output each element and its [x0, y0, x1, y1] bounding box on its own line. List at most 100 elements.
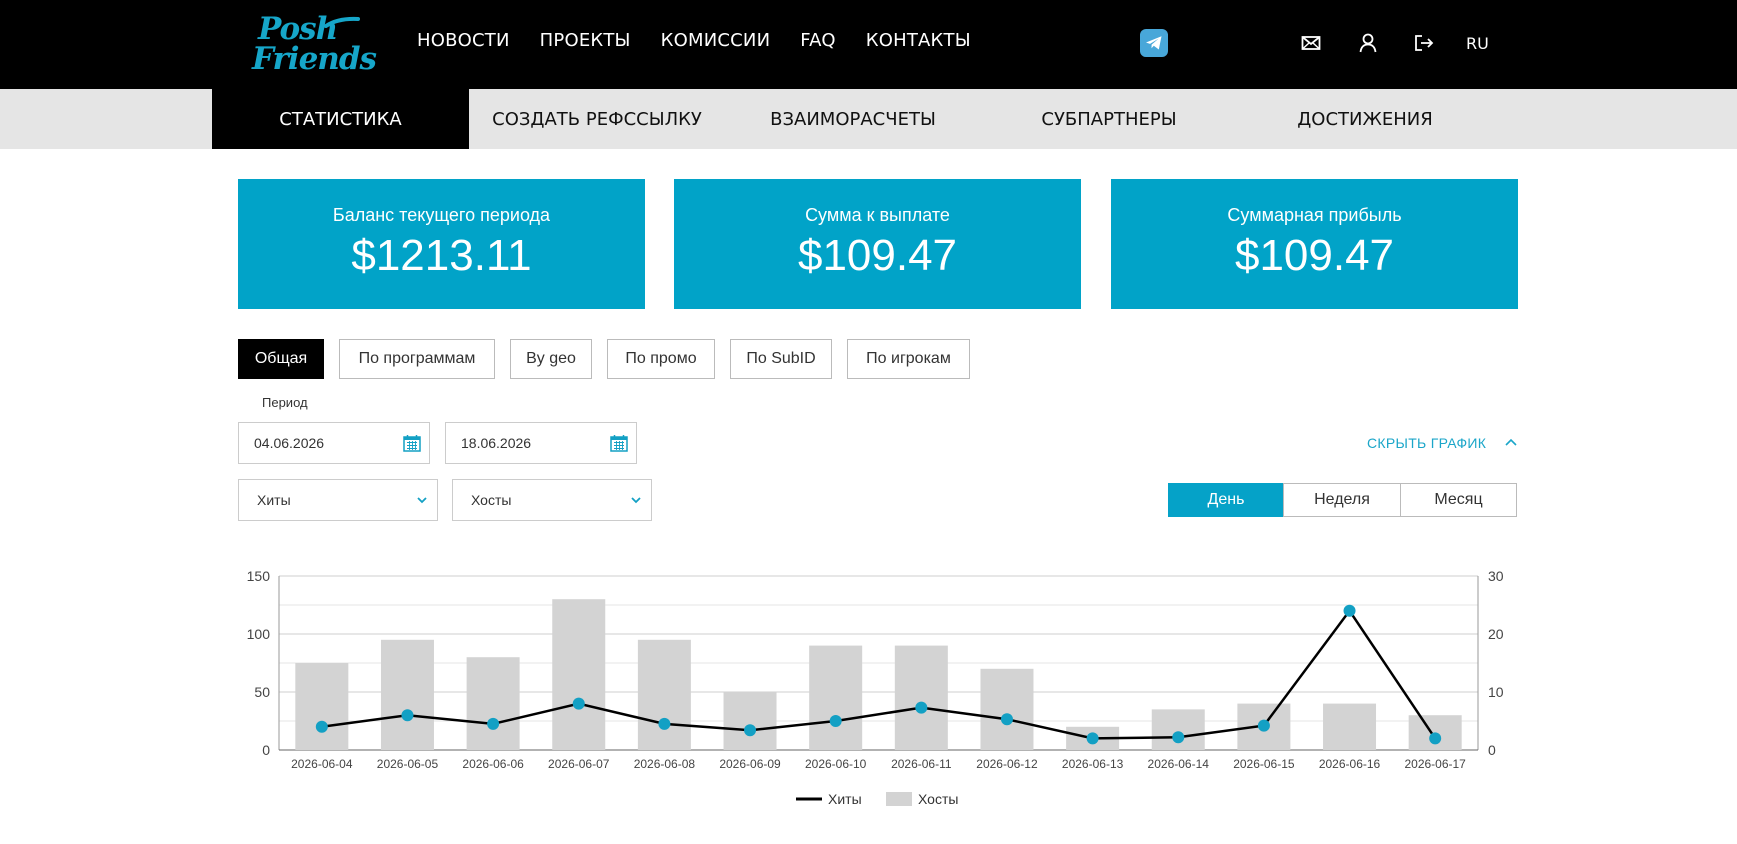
filter-tab-promo[interactable]: По промо — [607, 339, 715, 379]
chart-point — [1000, 713, 1013, 726]
y-left-tick-label: 0 — [262, 742, 270, 758]
granularity-day[interactable]: День — [1168, 483, 1284, 517]
legend-bar-swatch — [886, 792, 912, 806]
y-right-tick-label: 0 — [1488, 742, 1496, 758]
logout-icon[interactable] — [1413, 32, 1435, 54]
chart-bar — [894, 645, 948, 750]
chart-point — [829, 715, 842, 727]
y-right-tick-label: 20 — [1488, 626, 1504, 642]
x-tick-label: 2026-06-04 — [291, 757, 353, 771]
date-to-value: 18.06.2026 — [461, 435, 532, 451]
sub-nav: СТАТИСТИКА СОЗДАТЬ РЕФССЫЛКУ ВЗАИМОРАСЧЕ… — [0, 89, 1737, 149]
chart-bar — [380, 639, 434, 750]
card-value: $109.47 — [797, 231, 958, 280]
tab-create-reflink[interactable]: СОЗДАТЬ РЕФССЫЛКУ — [492, 108, 702, 130]
chevron-down-icon — [631, 497, 641, 504]
chart-point — [1429, 732, 1442, 745]
x-tick-label: 2026-06-14 — [1148, 757, 1210, 771]
nav-item-commissions[interactable]: КОМИССИИ — [660, 30, 771, 51]
chart-point — [401, 709, 414, 722]
calendar-icon[interactable] — [610, 434, 628, 452]
nav-item-contacts[interactable]: КОНТАКТЫ — [865, 30, 971, 51]
user-icon[interactable] — [1357, 32, 1379, 54]
tab-achievements[interactable]: ДОСТИЖЕНИЯ — [1297, 108, 1433, 130]
granularity-month[interactable]: Месяц — [1400, 483, 1517, 517]
chevron-down-icon — [417, 497, 427, 504]
tab-statistics[interactable]: СТАТИСТИКА — [212, 89, 469, 149]
date-to-field[interactable]: 18.06.2026 — [445, 422, 637, 464]
chart-bar — [1151, 709, 1205, 750]
y-right-tick-label: 30 — [1488, 568, 1504, 584]
y-left-tick-label: 50 — [254, 684, 270, 700]
tab-subpartners[interactable]: СУБПАРТНЕРЫ — [1041, 108, 1177, 130]
chart-point — [658, 717, 671, 730]
card-value: $1213.11 — [351, 231, 532, 280]
filter-tab-players[interactable]: По игрокам — [847, 339, 970, 379]
metric-select-right-value: Хосты — [471, 492, 512, 508]
y-right-tick-label: 10 — [1488, 684, 1504, 700]
x-tick-label: 2026-06-11 — [891, 757, 952, 771]
card-payout-amount: Сумма к выплате $109.47 — [674, 179, 1081, 309]
filter-tab-programs[interactable]: По программам — [339, 339, 495, 379]
stats-chart: 0 50 100 150 0 10 20 30 2026-06-04 2026-06-05 2026… — [247, 568, 1504, 807]
x-tick-label: 2026-06-10 — [805, 757, 867, 771]
chart-bar — [723, 692, 777, 750]
x-tick-label: 2026-06-16 — [1319, 757, 1381, 771]
x-tick-label: 2026-06-09 — [719, 757, 781, 771]
mail-icon[interactable] — [1300, 32, 1322, 54]
chart-point — [744, 724, 757, 737]
x-tick-label: 2026-06-12 — [976, 757, 1038, 771]
chart-bar — [295, 663, 349, 750]
nav-item-faq[interactable]: FAQ — [800, 30, 836, 51]
hide-chart-label: СКРЫТЬ ГРАФИК — [1367, 435, 1487, 451]
x-tick-label: 2026-06-15 — [1233, 757, 1295, 771]
chart-bar — [466, 657, 520, 750]
x-tick-label: 2026-06-05 — [377, 757, 439, 771]
language-switch[interactable]: RU — [1466, 34, 1489, 53]
chart-bar — [552, 599, 606, 750]
chart-bar — [637, 639, 691, 750]
chart-point — [1172, 731, 1185, 744]
top-bar: Posh Friends НОВОСТИ ПРОЕКТЫ КОМИССИИ FA… — [0, 0, 1737, 89]
legend-label: Хиты — [828, 791, 862, 807]
chart-bar — [809, 645, 863, 750]
card-label: Сумма к выплате — [805, 205, 950, 225]
period-label: Период — [262, 395, 308, 410]
date-from-field[interactable]: 04.06.2026 — [238, 422, 430, 464]
y-left-tick-label: 150 — [247, 568, 271, 584]
main-nav: НОВОСТИ ПРОЕКТЫ КОМИССИИ FAQ КОНТАКТЫ — [417, 30, 971, 51]
logo-line1: Posh — [258, 11, 338, 47]
card-value: $109.47 — [1234, 231, 1395, 280]
chart-point — [1257, 719, 1270, 732]
hide-chart-toggle[interactable]: СКРЫТЬ ГРАФИК — [1367, 435, 1517, 451]
chart-point — [315, 720, 328, 733]
telegram-icon[interactable] — [1140, 29, 1168, 57]
legend-label: Хосты — [918, 791, 958, 807]
x-tick-label: 2026-06-08 — [634, 757, 696, 771]
nav-item-news[interactable]: НОВОСТИ — [417, 30, 510, 51]
calendar-icon[interactable] — [403, 434, 421, 452]
chart-bar — [980, 668, 1034, 750]
filter-tab-geo[interactable]: By geo — [510, 339, 592, 379]
granularity-week[interactable]: Неделя — [1283, 483, 1401, 517]
card-total-profit: Суммарная прибыль $109.47 — [1111, 179, 1518, 309]
chart-point — [487, 717, 500, 730]
card-label: Суммарная прибыль — [1227, 205, 1402, 225]
y-left-tick-label: 100 — [247, 626, 271, 642]
chart-line-hits — [321, 608, 1437, 740]
nav-item-projects[interactable]: ПРОЕКТЫ — [539, 30, 631, 51]
chart-point — [915, 701, 928, 714]
filter-tab-subid[interactable]: По SubID — [730, 339, 832, 379]
logo-line2: Friends — [252, 41, 377, 77]
x-tick-label: 2026-06-07 — [548, 757, 610, 771]
card-current-balance: Баланс текущего периода $1213.11 — [238, 179, 645, 309]
chart-bar — [1323, 703, 1377, 750]
card-label: Баланс текущего периода — [332, 205, 551, 225]
x-tick-label: 2026-06-13 — [1062, 757, 1124, 771]
metric-select-right[interactable]: Хосты — [452, 479, 652, 521]
tab-settlements[interactable]: ВЗАИМОРАСЧЕТЫ — [770, 108, 936, 130]
metric-select-left[interactable]: Хиты — [238, 479, 438, 521]
logo-swoosh-icon — [324, 16, 360, 28]
filter-tab-general[interactable]: Общая — [238, 339, 324, 379]
site-logo[interactable]: Posh Friends — [252, 10, 377, 80]
